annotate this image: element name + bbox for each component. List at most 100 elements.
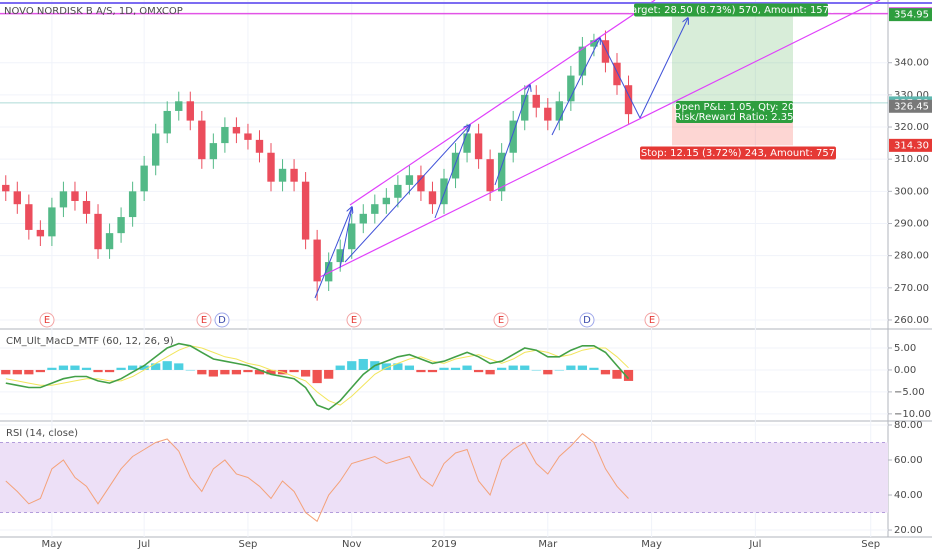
candle-body (267, 152, 275, 182)
y-tick-label: 270.00 (894, 283, 929, 294)
histogram-bar (174, 363, 184, 370)
histogram-bar (24, 369, 34, 375)
candle-body (440, 178, 448, 205)
event-marker[interactable] (196, 312, 212, 328)
event-marker[interactable] (214, 312, 230, 328)
histogram-bar (473, 369, 484, 373)
trend-line (319, 0, 881, 278)
y-tick-label: 280.00 (894, 251, 929, 262)
arrow (599, 37, 641, 119)
event-marker[interactable] (493, 312, 509, 328)
histogram-bar (612, 369, 622, 379)
y-tick-label: 0.00 (894, 365, 916, 376)
price-marker-label: 326.45 (894, 101, 929, 112)
event-label: D (218, 315, 226, 326)
histogram-bar (324, 369, 334, 379)
histogram-bar (577, 365, 588, 370)
histogram-bar (404, 365, 415, 370)
y-tick-label: 60.00 (894, 455, 923, 466)
x-tick-label: 2019 (431, 539, 456, 550)
candle-body (13, 191, 21, 205)
candle-body (451, 152, 460, 179)
x-tick-label: Sep (239, 539, 258, 550)
histogram-bar (185, 369, 195, 371)
x-tick-label: Mar (538, 539, 558, 550)
histogram-bar (300, 369, 311, 377)
arrow (314, 207, 352, 299)
candle-body (2, 184, 10, 192)
candle-body (59, 191, 68, 208)
candle-body (151, 133, 160, 166)
candle-body (578, 46, 587, 76)
event-label: D (583, 315, 591, 326)
histogram-bar (139, 365, 149, 370)
candle-body (590, 40, 598, 47)
candle-body (417, 175, 425, 192)
candle-body (82, 200, 91, 214)
plot (1, 30, 634, 523)
drawings (0, 0, 932, 299)
position-label: Target: 28.50 (8.73%) 570, Amount: 1570 (626, 5, 836, 16)
arrow (494, 85, 530, 186)
chart-title: NOVO NORDISK B A/S, 1D, OMXCOP (4, 6, 183, 17)
histogram-bar (208, 369, 218, 377)
histogram-bar (347, 361, 357, 370)
event-marker[interactable] (579, 312, 595, 328)
event-marker[interactable] (644, 312, 660, 328)
histogram-bar (312, 369, 322, 384)
position-label-bg (640, 146, 836, 160)
trend-line (349, 0, 656, 206)
candle-body (486, 159, 494, 192)
candle-body (405, 175, 414, 185)
histogram-bar (589, 367, 599, 370)
histogram-bar (416, 369, 426, 373)
histogram-bar (531, 369, 541, 371)
indicator-title: CM_Ult_MacD_MTF (60, 12, 26, 9) (6, 336, 174, 347)
events: E E D E E D E (39, 312, 660, 328)
histogram-bar (554, 369, 564, 371)
candle-body (232, 127, 241, 134)
x-tick-label: Sep (861, 539, 880, 550)
histogram-bar (93, 369, 103, 373)
histogram-bar (220, 369, 230, 375)
candle-body (601, 40, 610, 63)
histogram-bar (508, 365, 518, 370)
position-label-bg (634, 3, 828, 17)
y-tick-label: 80.00 (894, 420, 923, 431)
histogram-bar (47, 367, 57, 370)
histogram-bar (427, 369, 438, 373)
candle-body (509, 120, 517, 153)
event-label: E (44, 315, 50, 326)
histogram-bar (254, 369, 265, 375)
histogram-bar (289, 369, 299, 373)
histogram-bar (566, 365, 576, 370)
candle-body (163, 110, 171, 134)
histogram-bar (70, 365, 80, 370)
candle-body (128, 191, 137, 218)
candle-body (313, 239, 321, 282)
candle-body (567, 75, 575, 102)
event-marker[interactable] (346, 312, 362, 328)
x-tick-label: May (641, 539, 662, 550)
rsi-line (5, 433, 629, 523)
price-marker-label: 314.30 (894, 140, 929, 151)
position-label-bg (676, 101, 793, 123)
histogram-bar (151, 363, 161, 370)
price-marker-label: 354.95 (894, 10, 929, 21)
y-tick-label: 20.00 (894, 525, 923, 536)
candle-body (186, 101, 194, 121)
event-label: E (351, 315, 357, 326)
histogram-bar (128, 365, 138, 370)
y-tick-label: −5.00 (894, 387, 925, 398)
candle-body (209, 143, 218, 160)
candle-body (382, 197, 391, 205)
candle-body (613, 62, 621, 86)
candle-body (348, 223, 356, 250)
histogram-bar (35, 369, 45, 373)
y-tick-label: 320.00 (894, 122, 929, 133)
candle-body (255, 139, 264, 153)
event-label: E (649, 315, 655, 326)
y-tick-label: −10.00 (894, 409, 931, 420)
event-marker[interactable] (39, 312, 55, 328)
candle-body (117, 217, 125, 234)
